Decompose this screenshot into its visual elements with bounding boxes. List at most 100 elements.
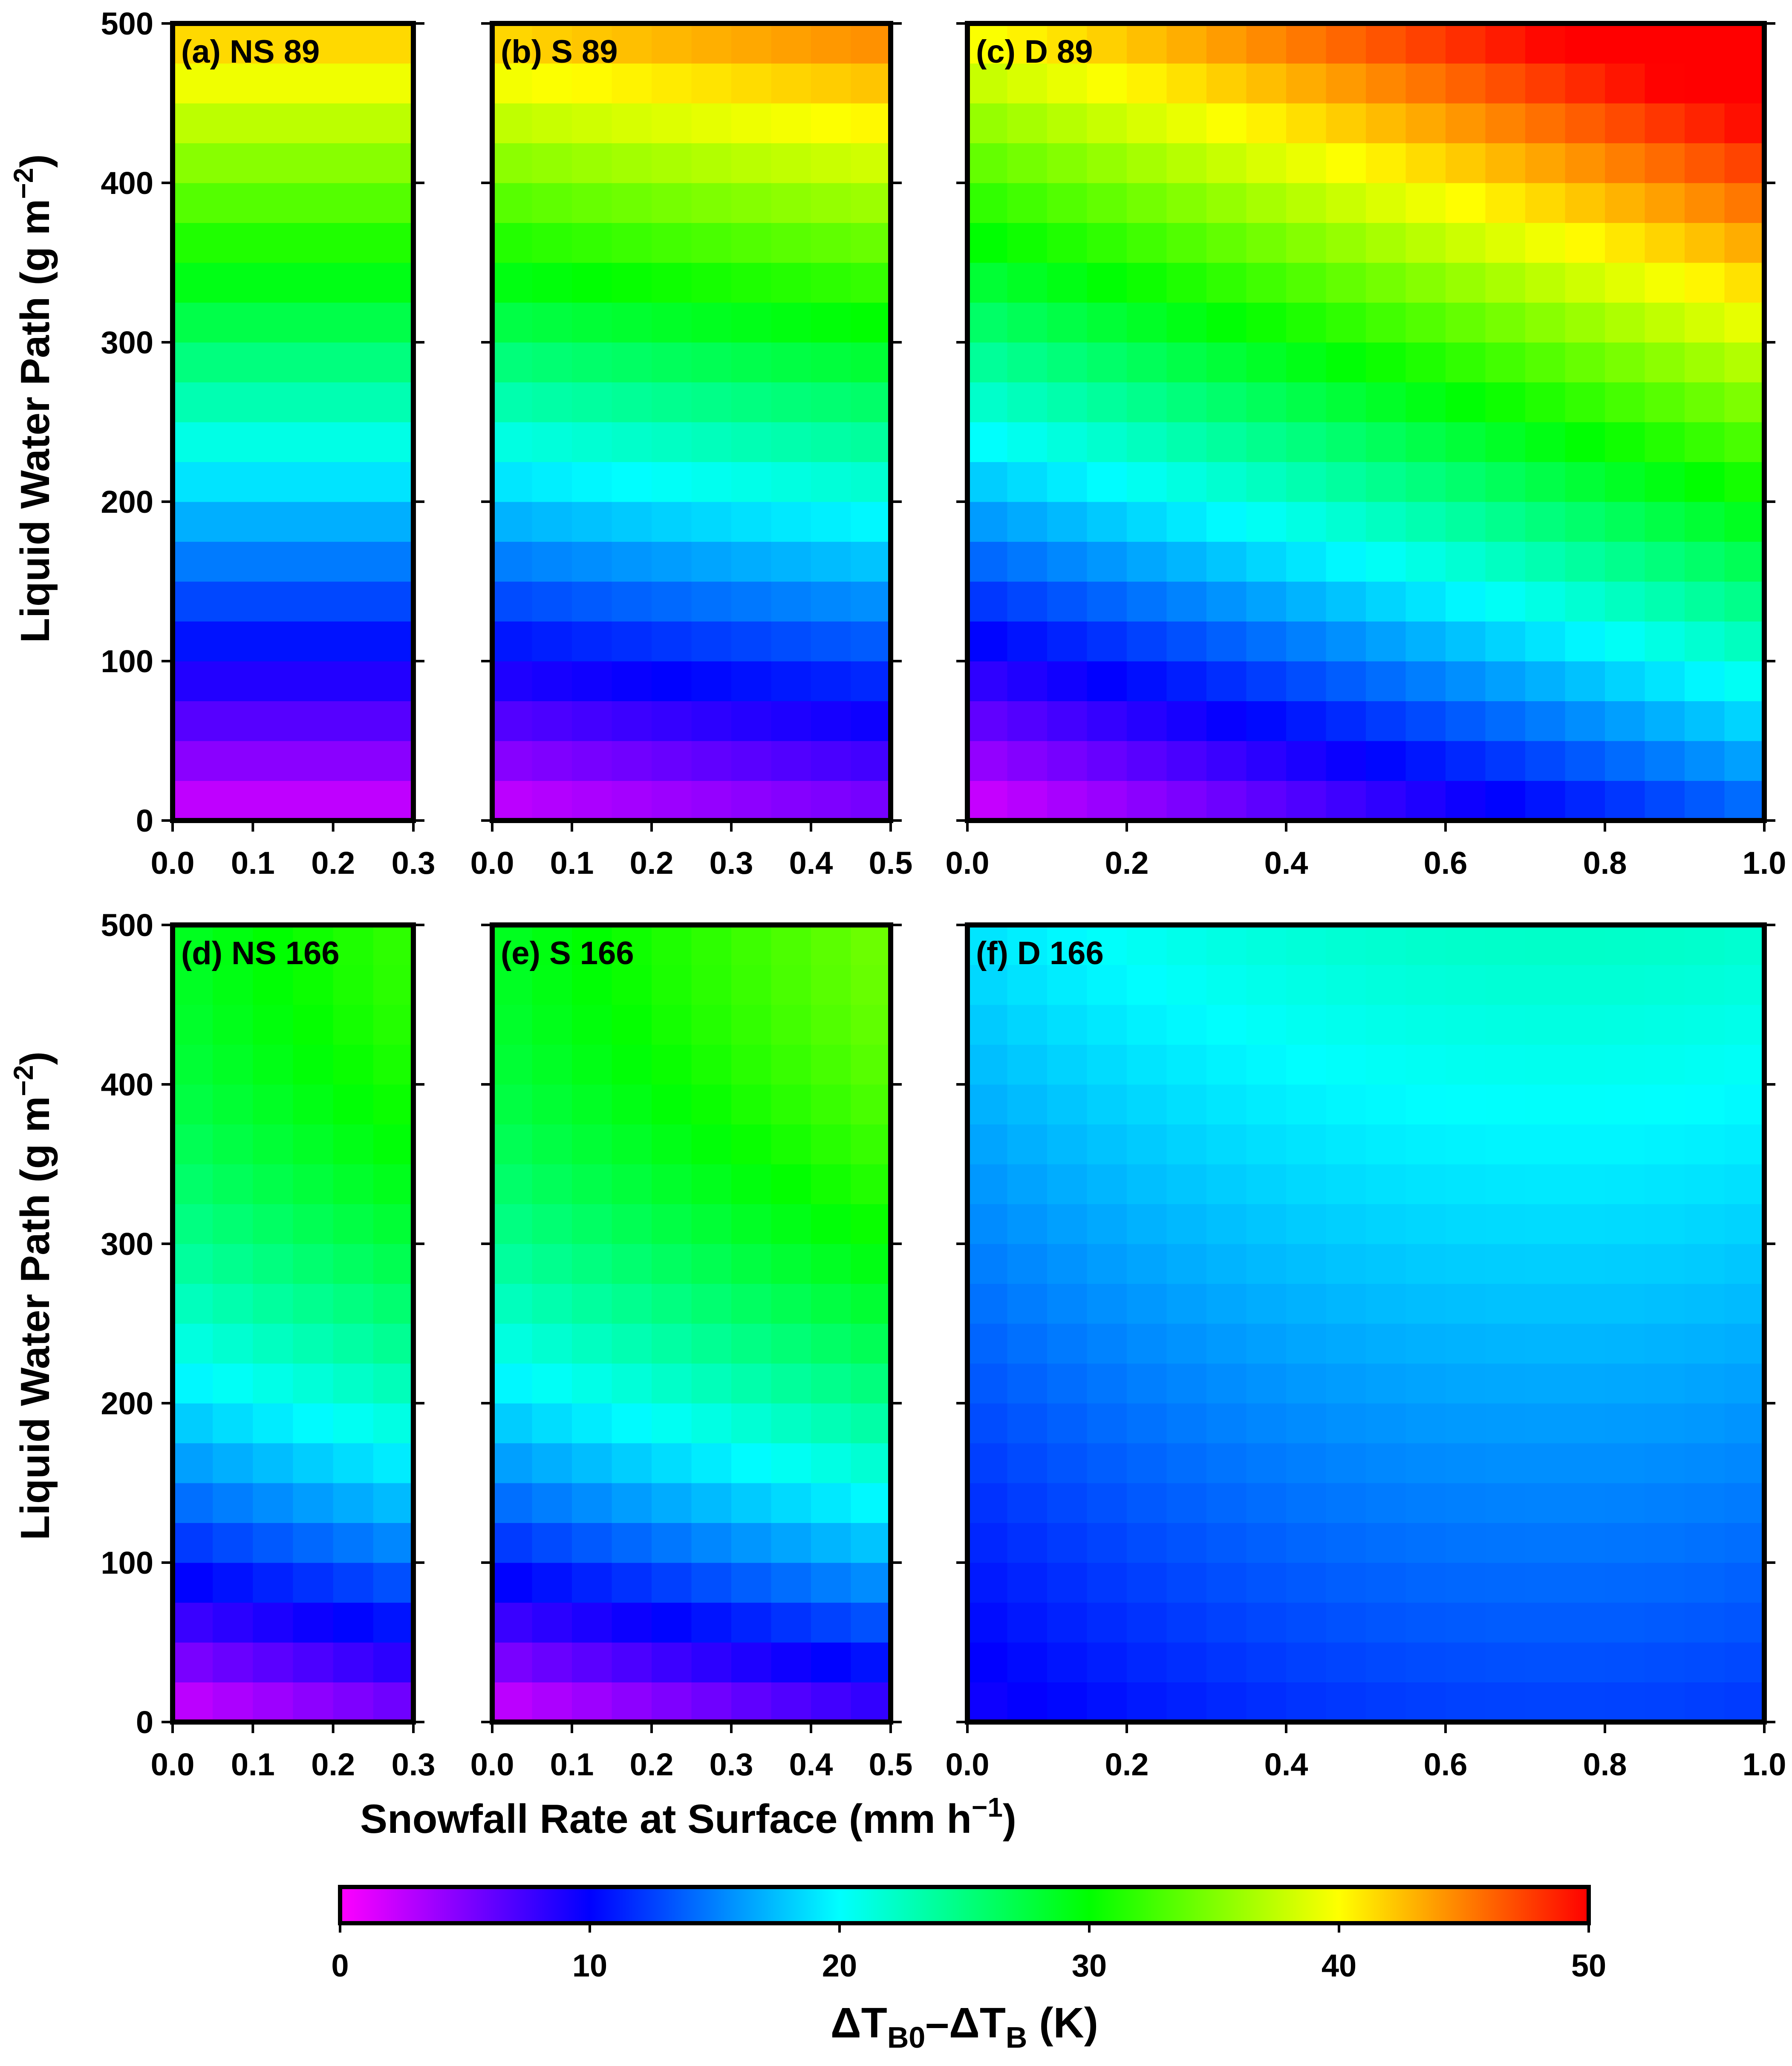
heatmap-cell: [612, 1164, 652, 1205]
heatmap-cell: [1246, 302, 1287, 343]
heatmap-cell: [851, 1323, 891, 1364]
heatmap-cell: [1645, 1323, 1685, 1364]
heatmap-cell: [572, 1682, 612, 1722]
heatmap-cell: [1405, 621, 1446, 662]
heatmap-cell: [1645, 1005, 1685, 1045]
heatmap-cell: [253, 621, 294, 662]
heatmap-cell: [1087, 965, 1127, 1005]
heatmap-cell: [1605, 422, 1645, 462]
heatmap-cell: [1446, 1044, 1486, 1085]
heatmap-cell: [1724, 183, 1765, 223]
heatmap-cell: [1007, 1523, 1047, 1563]
heatmap-cell: [731, 1084, 772, 1125]
heatmap-cell: [1366, 1204, 1406, 1244]
heatmap-cell: [1724, 422, 1765, 462]
heatmap-cell: [373, 1523, 414, 1563]
heatmap-cell: [1685, 780, 1725, 821]
heatmap-cell: [1007, 1044, 1047, 1085]
heatmap-cell: [572, 222, 612, 263]
heatmap-cell: [652, 1682, 692, 1722]
heatmap-cell: [1127, 263, 1167, 303]
heatmap-cell: [333, 502, 374, 542]
heatmap-cell: [1087, 621, 1127, 662]
heatmap-cell: [1724, 1602, 1765, 1643]
heatmap-cell: [253, 422, 294, 462]
heatmap-cell: [1047, 63, 1088, 104]
heatmap-cell: [373, 661, 414, 702]
heatmap-cell: [213, 541, 253, 582]
heatmap-cell: [1047, 302, 1088, 343]
heatmap-cell: [731, 1563, 772, 1603]
heatmap-cell: [811, 965, 851, 1005]
heatmap-cell: [1446, 183, 1486, 223]
heatmap-cell: [1366, 581, 1406, 622]
heatmap-cell: [1605, 103, 1645, 144]
heatmap-cell: [1127, 222, 1167, 263]
heatmap-cell: [967, 1204, 1008, 1244]
heatmap-cell: [1685, 1682, 1725, 1722]
heatmap-cell: [532, 103, 572, 144]
heatmap-cell: [1127, 462, 1167, 502]
heatmap-cell: [532, 1084, 572, 1125]
heatmap-cell: [1127, 1005, 1167, 1045]
heatmap-cell: [1047, 1363, 1088, 1404]
heatmap-cell: [1605, 1283, 1645, 1324]
heatmap-cell: [1645, 701, 1685, 741]
heatmap-cell: [1166, 1682, 1207, 1722]
heatmap-cell: [612, 1005, 652, 1045]
heatmap-cell: [1724, 1283, 1765, 1324]
heatmap-cell: [851, 143, 891, 183]
heatmap-cell: [691, 63, 732, 104]
heatmap-cell: [1127, 1283, 1167, 1324]
heatmap-cell: [652, 1403, 692, 1444]
heatmap-cell: [811, 103, 851, 144]
heatmap-cell: [1605, 965, 1645, 1005]
x-tick-label: 0.4: [1264, 845, 1308, 881]
heatmap-cell: [731, 1204, 772, 1244]
heatmap-cell: [1087, 1124, 1127, 1164]
heatmap-cell: [1166, 780, 1207, 821]
colorbar-tick-label: 10: [572, 1948, 607, 1983]
heatmap-cell: [1127, 1483, 1167, 1523]
heatmap-cell: [572, 422, 612, 462]
heatmap-cell: [532, 502, 572, 542]
heatmap-cell: [1485, 302, 1526, 343]
heatmap-cell: [1007, 1124, 1047, 1164]
heatmap-cell: [373, 1164, 414, 1205]
heatmap-cell: [293, 581, 334, 622]
heatmap-cell: [373, 1443, 414, 1483]
heatmap-cell: [1166, 1363, 1207, 1404]
heatmap-cell: [967, 1244, 1008, 1284]
heatmap-cell: [1724, 1164, 1765, 1205]
heatmap-cell: [373, 1084, 414, 1125]
heatmap-cell: [691, 661, 732, 702]
heatmap-cell: [1645, 302, 1685, 343]
heatmap-cell: [1326, 1084, 1366, 1125]
heatmap-cell: [1166, 1164, 1207, 1205]
heatmap-cell: [1446, 1563, 1486, 1603]
heatmap-cell: [173, 661, 213, 702]
heatmap-cell: [731, 502, 772, 542]
heatmap-cell: [612, 1483, 652, 1523]
heatmap-cell: [1206, 661, 1247, 702]
heatmap-cell: [1724, 342, 1765, 383]
heatmap-cell: [213, 263, 253, 303]
heatmap-cell: [1685, 1323, 1725, 1364]
heatmap-cell: [173, 103, 213, 144]
heatmap-cell: [1405, 222, 1446, 263]
heatmap-cell: [1206, 342, 1247, 383]
heatmap-cell: [333, 1204, 374, 1244]
heatmap-cell: [652, 1244, 692, 1284]
heatmap-cell: [1087, 183, 1127, 223]
heatmap-cell: [1047, 222, 1088, 263]
heatmap-cell: [771, 741, 811, 781]
heatmap-cell: [1485, 1403, 1526, 1444]
heatmap-cell: [1565, 1363, 1605, 1404]
heatmap-cell: [771, 1682, 811, 1722]
heatmap-cell: [771, 23, 811, 64]
heatmap-cell: [213, 462, 253, 502]
heatmap-cell: [967, 1005, 1008, 1045]
heatmap-cell: [652, 1483, 692, 1523]
heatmap-cell: [1326, 780, 1366, 821]
heatmap-cell: [1246, 965, 1287, 1005]
